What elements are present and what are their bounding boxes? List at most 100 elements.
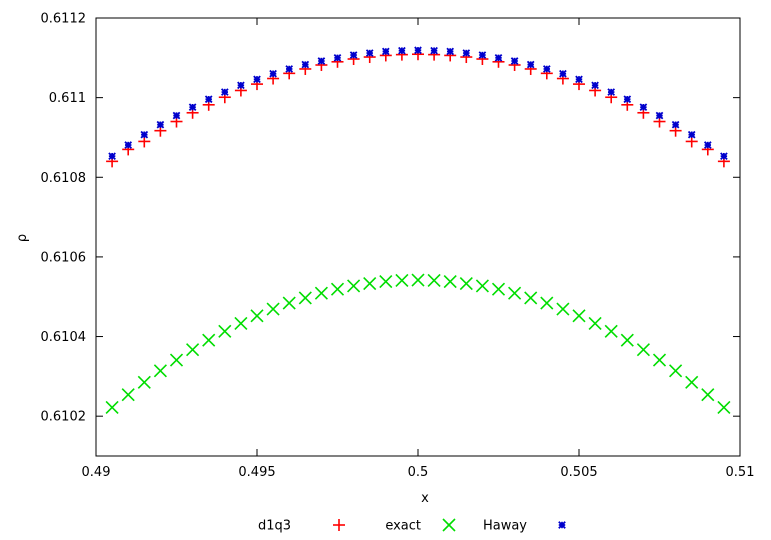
data-point-haway [414, 46, 422, 55]
data-point-haway [655, 111, 664, 120]
x-tick-label: 0.495 [238, 465, 275, 480]
data-point-haway [687, 130, 696, 139]
data-point-exact [636, 343, 650, 357]
x-axis-label: x [421, 491, 429, 506]
data-point-exact [717, 400, 731, 414]
data-point-exact [604, 324, 618, 338]
data-point-haway [639, 103, 648, 112]
data-point-exact [540, 296, 554, 310]
data-point-haway [510, 57, 519, 65]
data-point-haway [365, 49, 374, 57]
data-point-haway [156, 120, 165, 129]
data-point-haway [301, 60, 310, 69]
data-point-exact [169, 353, 184, 367]
data-point-haway [462, 49, 471, 57]
series-exact-points [105, 273, 731, 414]
data-point-exact [202, 333, 216, 347]
data-point-exact [218, 324, 232, 338]
data-point-exact [669, 364, 683, 378]
data-point-haway [671, 120, 680, 129]
data-point-exact [186, 343, 200, 357]
data-point-haway [188, 103, 197, 112]
legend-label-haway: Haway [483, 519, 527, 534]
data-point-exact [121, 388, 135, 402]
data-point-exact [556, 302, 570, 316]
data-point-exact [685, 375, 699, 389]
data-point-exact [105, 400, 119, 414]
data-point-haway [623, 95, 632, 104]
legend-marker-exact [442, 518, 456, 532]
data-point-exact [379, 275, 393, 289]
data-point-haway [478, 51, 487, 59]
data-point-haway [703, 141, 712, 149]
data-point-exact [282, 296, 296, 310]
x-tick-label: 0.505 [560, 465, 597, 480]
legend-label-d1q3: d1q3 [258, 519, 291, 534]
data-point-haway [172, 111, 181, 120]
data-point-exact [298, 291, 312, 305]
data-point-exact [491, 282, 506, 296]
legend: d1q3 exact Haway [258, 518, 566, 534]
y-axis-ticks: 0.6102 0.6104 0.6106 0.6108 0.611 0.6112 [41, 12, 740, 425]
data-point-haway [542, 65, 551, 73]
series-d1q3-points [106, 48, 730, 168]
y-tick-label: 0.6102 [41, 410, 87, 425]
data-point-haway [720, 152, 728, 161]
legend-marker-d1q3 [333, 519, 345, 531]
x-tick-label: 0.5 [408, 465, 429, 480]
data-point-exact [153, 364, 167, 378]
data-point-haway [575, 75, 583, 84]
data-point-exact [234, 316, 248, 330]
data-point-exact [475, 279, 489, 293]
data-point-haway [559, 69, 567, 78]
data-point-haway [526, 60, 535, 69]
data-point-haway [237, 81, 245, 90]
data-point-exact [524, 291, 538, 305]
data-point-exact [443, 275, 457, 289]
data-point-haway [269, 69, 277, 78]
data-point-haway [430, 46, 438, 55]
data-point-exact [395, 273, 409, 287]
y-tick-label: 0.6112 [41, 12, 87, 27]
legend-label-exact: exact [385, 519, 421, 534]
data-point-exact [347, 279, 361, 293]
data-point-exact [701, 388, 715, 402]
data-point-haway [124, 141, 133, 149]
data-point-haway [349, 51, 358, 59]
data-point-exact [363, 277, 377, 291]
y-tick-label: 0.6108 [41, 171, 87, 186]
data-point-exact [266, 302, 280, 316]
legend-marker-haway [558, 521, 566, 529]
data-point-exact [427, 273, 441, 287]
data-point-haway [285, 65, 294, 73]
series-haway-points [108, 46, 728, 161]
y-tick-label: 0.611 [49, 91, 86, 106]
data-point-exact [314, 286, 328, 300]
data-point-haway [398, 46, 406, 55]
x-tick-label: 0.51 [726, 465, 755, 480]
data-point-haway [381, 47, 390, 56]
data-point-haway [591, 81, 599, 90]
data-point-exact [588, 316, 602, 330]
data-point-exact [459, 277, 473, 291]
data-point-exact [620, 333, 634, 347]
data-point-haway [333, 53, 342, 62]
y-tick-label: 0.6106 [41, 250, 87, 265]
data-point-haway [494, 53, 503, 62]
data-point-haway [446, 47, 455, 56]
plot-frame [95, 17, 741, 457]
data-point-haway [140, 130, 149, 139]
y-tick-label: 0.6104 [41, 330, 87, 345]
data-point-haway [204, 95, 213, 104]
data-point-haway [220, 88, 229, 96]
y-axis-label: ρ [15, 234, 30, 242]
data-point-exact [330, 282, 345, 296]
x-tick-label: 0.49 [82, 465, 111, 480]
data-point-exact [652, 353, 667, 367]
data-point-haway [108, 152, 116, 161]
data-point-exact [508, 286, 522, 300]
data-point-haway [253, 75, 261, 84]
x-axis-ticks: 0.49 0.495 0.5 0.505 0.51 [82, 18, 755, 480]
data-point-exact [137, 375, 151, 389]
